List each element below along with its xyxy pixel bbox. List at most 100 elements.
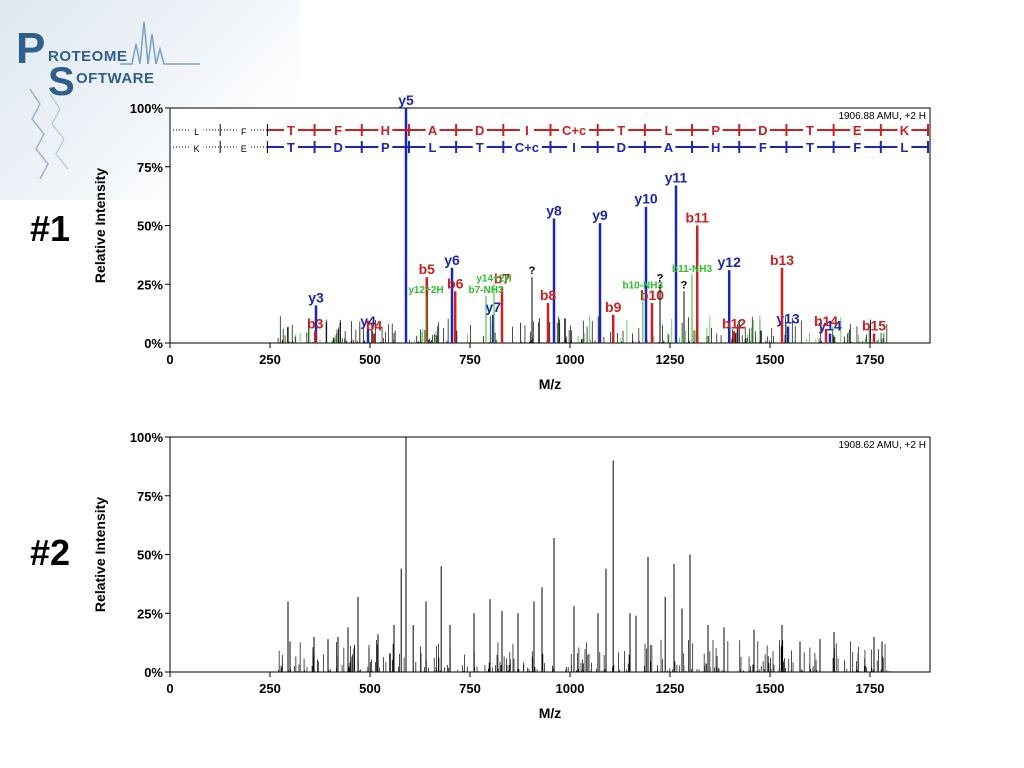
peak-label: b11-NH3 [672, 264, 712, 275]
b-ion-ladder-residue-bg [425, 123, 440, 137]
y-ion-ladder-residue-bg [331, 140, 346, 154]
peak-label: b4 [366, 318, 383, 334]
peak-label: b3 [307, 315, 324, 331]
x-tick-label: 0 [166, 352, 173, 367]
y-tick-label: 75% [137, 160, 163, 175]
y-tick-label: 25% [137, 277, 163, 292]
y-tick-label: 25% [137, 606, 163, 621]
b-ion-ladder-residue: P [711, 123, 720, 138]
b-ion-ladder-residue-bg [755, 123, 770, 137]
y-ion-ladder-residue: T [287, 140, 295, 155]
y-ion-ladder-residue-bg [236, 140, 251, 154]
b-ion-ladder-residue: L [194, 127, 199, 137]
spectrum-panel-2: 0% 25% 50% 75% 100% 0 250 500 750 1000 1250 1500 175… [92, 430, 931, 721]
b-ion-ladder-residue: C+c [562, 123, 586, 138]
y-ion-ladder-residue: F [853, 140, 861, 155]
y-ion-ladder-residue: L [429, 140, 437, 155]
peak-label: y8 [546, 202, 562, 218]
y-tick-label: 75% [137, 489, 163, 504]
peak-label: b13 [770, 252, 794, 268]
logo-oftware: OFTWARE [76, 70, 155, 87]
y-ion-ladder-residue: I [572, 140, 576, 155]
x-tick-label: 750 [459, 681, 481, 696]
b-ion-ladder-residue: H [381, 123, 390, 138]
y-tick-label: 50% [137, 548, 163, 563]
b-ion-ladder-residue-bg [708, 123, 723, 137]
peak-label: b11 [686, 210, 710, 226]
y-ion-ladder-residue: C+c [515, 140, 539, 155]
spectrum-title: 1908.62 AMU, +2 H [838, 440, 926, 451]
peak-label: y14 [818, 318, 842, 334]
y-ion-ladder-residue-bg [850, 140, 865, 154]
peak-label: y12+2H [408, 285, 443, 296]
y-ion-ladder-residue-bg [511, 140, 542, 154]
y-ion-ladder-residue-bg [283, 140, 298, 154]
x-tick-label: 0 [166, 681, 173, 696]
spectrum-label-2: #2 [30, 532, 71, 573]
logo-roteome: ROTEOME [48, 48, 128, 65]
x-tick-label: 1000 [556, 681, 585, 696]
peak-label: ? [657, 272, 664, 284]
b-ion-ladder-residue: E [853, 123, 862, 138]
peak-label: y3 [308, 289, 324, 305]
y-ion-ladder-residue-bg [755, 140, 770, 154]
y-ion-ladder-residue: T [806, 140, 814, 155]
spectrum-label-1: #1 [30, 208, 71, 249]
peak-label: b8 [540, 287, 557, 303]
y-axis-label: Relative Intensity [92, 168, 108, 283]
x-tick-label: 250 [259, 681, 281, 696]
b-ion-ladder-residue: F [334, 123, 342, 138]
b-ion-ladder-residue-bg [614, 123, 629, 137]
b-ion-ladder-residue-bg [283, 123, 298, 137]
y-ion-ladder-residue-bg [661, 140, 676, 154]
x-tick-label: 500 [359, 681, 381, 696]
b-ion-ladder-residue-bg [519, 123, 534, 137]
y-tick-label: 0% [144, 665, 163, 680]
peak-label: y6 [444, 252, 460, 268]
peak-label: b7 [494, 271, 511, 287]
y-tick-label: 50% [137, 219, 163, 234]
b-ion-ladder-residue-bg [803, 123, 818, 137]
y-ion-ladder-residue: A [664, 140, 674, 155]
peak-label: ? [681, 279, 688, 291]
peak-label: b15 [862, 318, 886, 334]
peak-label: y13 [776, 311, 800, 327]
spectrum-title: 1906.88 AMU, +2 H [838, 111, 926, 122]
b-ion-ladder-residue-bg [897, 123, 912, 137]
x-tick-label: 750 [459, 352, 481, 367]
y-ion-ladder-residue-bg [472, 140, 487, 154]
peak-label: y14+2H [476, 273, 511, 284]
y-ion-ladder-residue-bg [378, 140, 393, 154]
b-ion-ladder-residue: K [900, 123, 910, 138]
x-tick-label: 1000 [556, 352, 585, 367]
y-ion-ladder-residue-bg [567, 140, 582, 154]
x-tick-label: 250 [259, 352, 281, 367]
y-ion-ladder-residue: L [900, 140, 908, 155]
y-axis-label: Relative Intensity [92, 497, 108, 612]
peak-label: y9 [592, 207, 608, 223]
peak-label: b6 [447, 275, 464, 291]
b-ion-ladder-residue: T [287, 123, 295, 138]
b-ion-ladder-residue: D [758, 123, 767, 138]
logo-spectrum-icon [120, 21, 200, 65]
peak-label: y11 [665, 170, 688, 186]
peak-label: y12 [718, 254, 742, 270]
peak-label: b12 [722, 315, 746, 331]
y-tick-label: 0% [144, 336, 163, 351]
b-ion-ladder-residue-bg [472, 123, 487, 137]
y-ion-ladder-residue: D [617, 140, 626, 155]
b-ion-ladder-residue: F [241, 127, 247, 137]
peak-label: b10 [640, 287, 664, 303]
plot-frame [169, 436, 931, 673]
y-ion-ladder-residue: D [333, 140, 342, 155]
peak-label: b10-NH3 [623, 280, 664, 291]
y-tick-label: 100% [130, 430, 164, 445]
b-ion-ladder-residue: T [806, 123, 814, 138]
peak-label: b9 [605, 299, 622, 315]
molecule-icon [29, 88, 69, 180]
y-tick-label: 100% [130, 101, 164, 116]
x-axis-label: M/z [539, 705, 562, 721]
peak-label: y5 [398, 92, 414, 108]
x-tick-label: 1500 [756, 352, 785, 367]
b-ion-ladder-residue-bg [236, 123, 251, 137]
